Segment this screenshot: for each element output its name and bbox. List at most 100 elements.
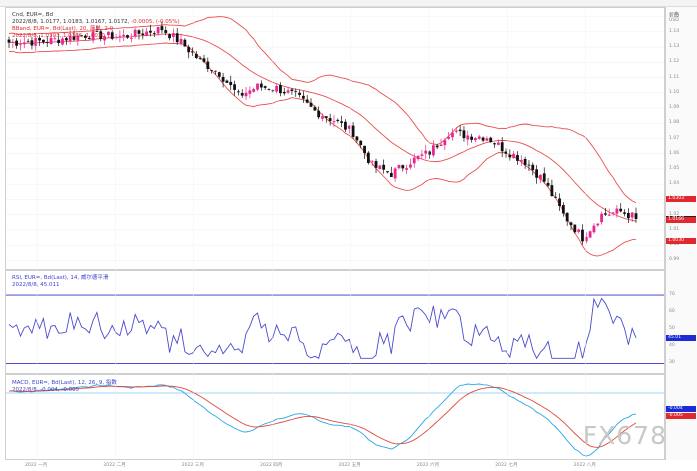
macd-legend-line1: MACD, EUR=, Bd(Last), 12, 26, 9, 指数 [12, 380, 117, 386]
candle-body [38, 37, 41, 41]
price-tag: 1.0030 [666, 237, 696, 244]
candle-body [366, 152, 370, 163]
candle-body [183, 39, 187, 47]
candle-body [431, 145, 435, 156]
x-axis-label: 2022 六月 [416, 463, 440, 468]
candle-body [389, 172, 393, 177]
candle-body [187, 46, 191, 53]
main-legend-line3: BBand, EUR=, Bd(Last), 20, 简单, 2.0 [12, 26, 114, 32]
candle-body [49, 37, 53, 45]
candle-body [194, 53, 198, 59]
candle-body [500, 142, 504, 152]
main-legend-line1: Cnd, EUR=, Bd [12, 12, 54, 18]
rsi-legend-line1: RSI, EUR=, Bd(Last), 14, 威尔德平滑 [12, 275, 109, 281]
candle-body [328, 118, 332, 121]
candle-body [152, 33, 156, 34]
candle-body [451, 132, 454, 138]
candle-body [527, 164, 531, 166]
macd-tag: -0.005 [666, 413, 696, 419]
candle-body [191, 51, 194, 53]
candle-body [531, 164, 535, 171]
price-axis [665, 7, 697, 270]
x-axis-label: 2022 五月 [338, 463, 361, 468]
price-tick-label: 1.14 [669, 28, 680, 34]
rsi-tag: 45.01 [666, 334, 696, 341]
rsi-tick-label: 60 [669, 309, 675, 315]
price-axis-label: 价格 [669, 12, 680, 18]
candle-body [198, 58, 202, 59]
candle-body [546, 182, 550, 186]
price-tick-label: 1.05 [669, 165, 680, 171]
candle-body [252, 89, 256, 92]
candle-body [462, 130, 466, 139]
candle-body [271, 90, 275, 92]
macd-signal-line [9, 385, 637, 448]
candle-body [206, 61, 210, 70]
candle-body [470, 136, 474, 140]
price-tick-label: 1.04 [669, 181, 680, 187]
candle-body [290, 89, 294, 92]
candle-body [439, 144, 443, 147]
price-tick-label: 0.99 [669, 257, 680, 263]
candle-body [569, 222, 573, 226]
candle-body [355, 136, 359, 141]
candle-body [519, 160, 523, 162]
price-tick-label: 1.12 [669, 59, 680, 65]
candle-body [149, 30, 152, 33]
main-legend-line2: 2022/8/8, 1.0177, 1.0183, 1.0167, 1.0172… [12, 19, 180, 26]
candle-body [493, 143, 496, 145]
candle-body [607, 214, 611, 216]
candle-body [298, 92, 301, 95]
candle-body [259, 83, 263, 88]
candle-body [588, 231, 592, 238]
candle-body [619, 208, 623, 212]
price-tick-label: 1.09 [669, 105, 680, 111]
candle-body [573, 224, 577, 233]
candle-body [604, 213, 607, 215]
candle-body [53, 38, 57, 40]
candle-body [535, 169, 538, 178]
rsi-axis [665, 270, 697, 374]
candle-body [129, 37, 133, 39]
candle-body [454, 130, 458, 132]
candle-body [592, 225, 596, 233]
macd-panel [5, 374, 665, 460]
candle-body [267, 89, 271, 90]
candle-body [447, 136, 451, 139]
candle-body [435, 145, 439, 148]
candle-body [539, 174, 542, 180]
candle-body [313, 107, 317, 111]
x-axis-label: 2022 八月 [573, 463, 596, 468]
price-tick-label: 1.13 [669, 44, 680, 50]
candle-body [347, 125, 351, 129]
candle-body [634, 213, 638, 219]
candle-body [489, 137, 493, 143]
macd-line [8, 383, 637, 457]
candle-body [286, 90, 290, 93]
candle-body [386, 171, 389, 173]
candle-body [45, 42, 49, 43]
candle-body [340, 121, 344, 123]
candle-body [477, 136, 481, 139]
candle-body [374, 161, 378, 168]
candle-body [275, 86, 279, 92]
candle-body [565, 212, 569, 222]
candle-body [91, 31, 95, 41]
candle-body [359, 140, 363, 146]
x-axis-label: 2022 一月 [25, 463, 48, 468]
candle-body [424, 150, 428, 154]
candle-body [332, 121, 336, 123]
candle-body [282, 91, 286, 94]
candle-body [229, 81, 233, 86]
candle-body [481, 137, 485, 141]
candle-body [581, 229, 584, 242]
candle-body [412, 157, 416, 164]
candle-body [87, 37, 91, 40]
price-tick-label: 1.10 [669, 89, 680, 95]
bollinger-lower-line [8, 42, 637, 257]
candle-body [118, 35, 122, 37]
change-value: -0.0005, (-0.05%) [131, 19, 180, 25]
candle-body [156, 27, 160, 34]
candle-body [600, 213, 603, 223]
